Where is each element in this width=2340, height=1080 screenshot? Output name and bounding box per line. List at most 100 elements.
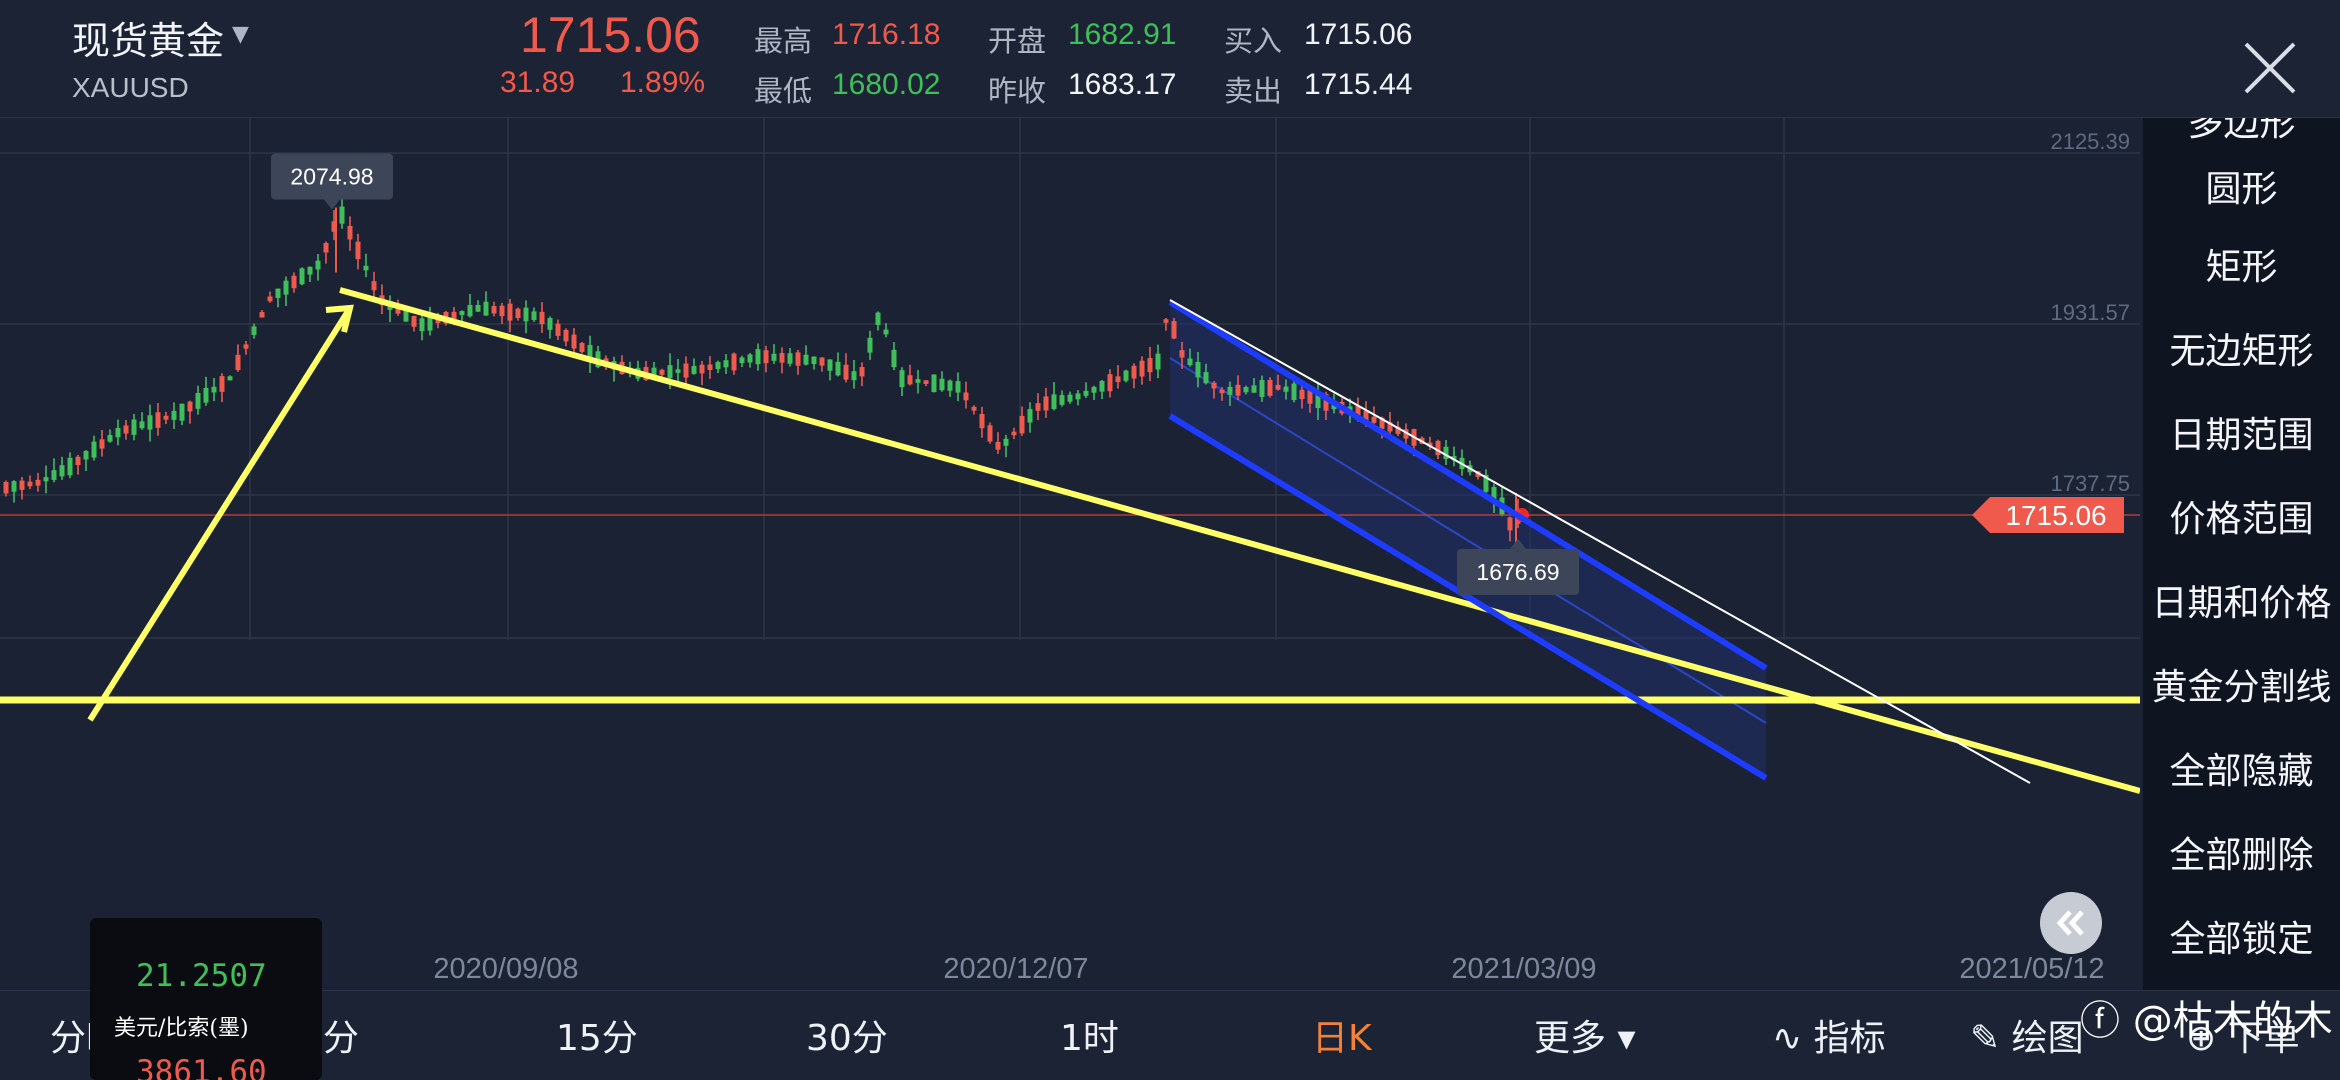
- candle-body: [827, 359, 833, 371]
- bid-label: 买入: [1224, 24, 1283, 58]
- trend-drawings: [0, 287, 2140, 794]
- close-icon[interactable]: [2238, 36, 2302, 100]
- tooltip-value: 21.2507: [136, 958, 267, 994]
- candle-body: [1451, 456, 1457, 461]
- candle-body: [779, 353, 785, 363]
- candle-body: [683, 363, 689, 378]
- candle-body: [1115, 376, 1121, 383]
- candle-body: [843, 364, 849, 380]
- candle-body: [243, 344, 249, 349]
- collapse-menu-button[interactable]: [2040, 892, 2102, 954]
- candle-body: [1299, 389, 1305, 400]
- symbol-dropdown-icon[interactable]: ▼: [232, 22, 249, 47]
- candle-body: [1275, 384, 1281, 390]
- candle-body: [195, 392, 201, 409]
- candle-body: [451, 311, 457, 319]
- candle-body: [1187, 358, 1193, 366]
- projection-line: [1169, 299, 2031, 784]
- period-tab[interactable]: ∿ 指标: [1772, 1018, 1886, 1059]
- draw-menu-item[interactable]: 无边矩形: [2169, 331, 2314, 372]
- prev-close-label: 昨收: [988, 74, 1047, 108]
- crosshair-tooltip: 21.2507 美元/比索(墨) 3861.60: [90, 918, 322, 1080]
- draw-menu-item[interactable]: 全部删除: [2169, 835, 2314, 876]
- candle-body: [123, 425, 129, 434]
- candle-body: [211, 386, 217, 393]
- candle-body: [859, 367, 865, 377]
- candle-body: [1491, 487, 1497, 501]
- candle-body: [411, 316, 417, 327]
- candle-body: [811, 356, 817, 365]
- candle-body: [1291, 383, 1297, 401]
- draw-menu-item[interactable]: 日期范围: [2169, 415, 2314, 456]
- candle-body: [347, 226, 353, 240]
- period-tab[interactable]: ✎ 绘图: [1970, 1018, 2084, 1059]
- candle-body: [1179, 350, 1185, 358]
- candle-body: [323, 243, 329, 253]
- candle-body: [571, 334, 577, 349]
- candle-body: [91, 441, 97, 458]
- period-tab[interactable]: 更多 ▾: [1534, 1018, 1636, 1059]
- draw-menu-item[interactable]: 矩形: [2205, 247, 2278, 288]
- draw-menu-item[interactable]: 多边形: [2187, 118, 2296, 144]
- tooltip-value-2: 3861.60: [136, 1054, 267, 1080]
- candle-body: [731, 353, 737, 371]
- candle-body: [339, 206, 345, 224]
- candle-body: [739, 357, 745, 364]
- draw-menu-item[interactable]: 全部锁定: [2169, 919, 2314, 960]
- bid-value: 1715.06: [1304, 18, 1413, 51]
- high-label: 最高: [754, 24, 813, 58]
- candlestick-chart[interactable]: 2125.39 1931.57 1737.75 2020/09/08 2020/12/0…: [0, 118, 2140, 990]
- period-tab[interactable]: 30分: [806, 1018, 888, 1059]
- candle-body: [1355, 405, 1361, 420]
- candle-body: [467, 305, 473, 317]
- candle-body: [1083, 390, 1089, 396]
- candle-body: [283, 280, 289, 295]
- candle-body: [1387, 422, 1393, 432]
- candle-body: [1395, 426, 1401, 434]
- period-tab[interactable]: ⊕ 下单: [2186, 1018, 2300, 1059]
- candle-body: [1379, 417, 1385, 429]
- draw-menu-item[interactable]: 日期和价格: [2151, 583, 2332, 624]
- candle-body: [955, 381, 961, 393]
- candle-body: [315, 260, 321, 270]
- up-arrow-line: [87, 306, 353, 722]
- high-value: 1716.18: [832, 18, 941, 51]
- price-change-pct: 1.89%: [620, 66, 706, 99]
- draw-menu-item[interactable]: 全部隐藏: [2169, 751, 2314, 792]
- draw-menu-item[interactable]: 圆形: [2205, 169, 2278, 210]
- low-value: 1680.02: [832, 68, 941, 101]
- candle-body: [667, 365, 673, 379]
- candle-body: [1043, 396, 1049, 411]
- candle-body: [1315, 391, 1321, 409]
- period-tab[interactable]: 日K: [1312, 1018, 1372, 1059]
- high-price-marker: 2074.98: [271, 153, 393, 210]
- candle-body: [1011, 431, 1017, 436]
- candle-body: [307, 266, 313, 275]
- candle-body: [555, 323, 561, 336]
- candle-body: [547, 318, 553, 330]
- high-price-marker-text: 2074.98: [290, 163, 373, 189]
- candle-body: [1443, 446, 1449, 460]
- period-tab[interactable]: 15分: [556, 1018, 638, 1059]
- draw-menu-item[interactable]: 价格范围: [2169, 499, 2314, 540]
- y-tick-label: 2125.39: [2050, 129, 2130, 154]
- candle-body: [419, 318, 425, 332]
- candle-body: [147, 415, 153, 430]
- candle-body: [499, 305, 505, 317]
- symbol-name[interactable]: 现货黄金: [72, 19, 225, 63]
- candle-body: [67, 457, 73, 476]
- candle-body: [179, 403, 185, 421]
- prev-close-value: 1683.17: [1068, 68, 1177, 101]
- candle-body: [251, 326, 257, 335]
- candle-body: [1507, 517, 1513, 531]
- candle-body: [171, 410, 177, 420]
- candle-body: [1067, 394, 1073, 402]
- candle-body: [1243, 387, 1249, 393]
- candle-body: [1027, 409, 1033, 423]
- x-tick-label: 2020/09/08: [433, 953, 578, 985]
- candle-body: [1035, 403, 1041, 411]
- candle-body: [587, 345, 593, 362]
- arrow-head-icon: [325, 304, 354, 333]
- draw-menu-item[interactable]: 黄金分割线: [2151, 667, 2332, 708]
- period-tab[interactable]: 1时: [1060, 1018, 1119, 1059]
